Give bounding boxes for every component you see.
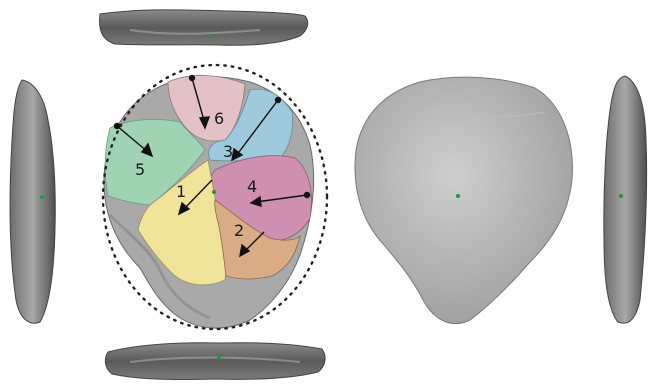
arrow-1 xyxy=(182,179,213,211)
left-view-center-point xyxy=(40,195,44,199)
flake-scar-arrows xyxy=(113,74,311,258)
arrow-6 xyxy=(191,77,206,125)
ventral-center-point xyxy=(456,194,460,198)
facet-5 xyxy=(104,119,206,206)
facet-label-5: 5 xyxy=(135,160,145,179)
dorsal-face-view: 6 3 5 1 4 2 xyxy=(101,63,329,331)
facet-label-3: 3 xyxy=(223,142,233,161)
facet-label-2: 2 xyxy=(234,221,244,240)
ventral-face-view xyxy=(354,76,573,325)
facet-label-1: 1 xyxy=(176,182,186,201)
top-profile-view xyxy=(99,9,309,46)
facet-1 xyxy=(137,159,227,286)
arrow-5 xyxy=(116,125,149,153)
arrow-4 xyxy=(255,194,308,203)
facet-label-4: 4 xyxy=(247,177,257,196)
bottom-view-center-point xyxy=(217,355,221,359)
facet-label-6: 6 xyxy=(214,109,224,128)
dorsal-center-point xyxy=(212,190,216,194)
right-profile-view xyxy=(603,75,648,324)
top-view-center-point xyxy=(210,34,214,38)
arrow-3 xyxy=(235,99,279,157)
right-view-center-point xyxy=(619,194,623,198)
left-profile-view xyxy=(9,79,56,324)
striking-platform-outline xyxy=(101,63,329,331)
bottom-profile-view xyxy=(104,342,326,380)
